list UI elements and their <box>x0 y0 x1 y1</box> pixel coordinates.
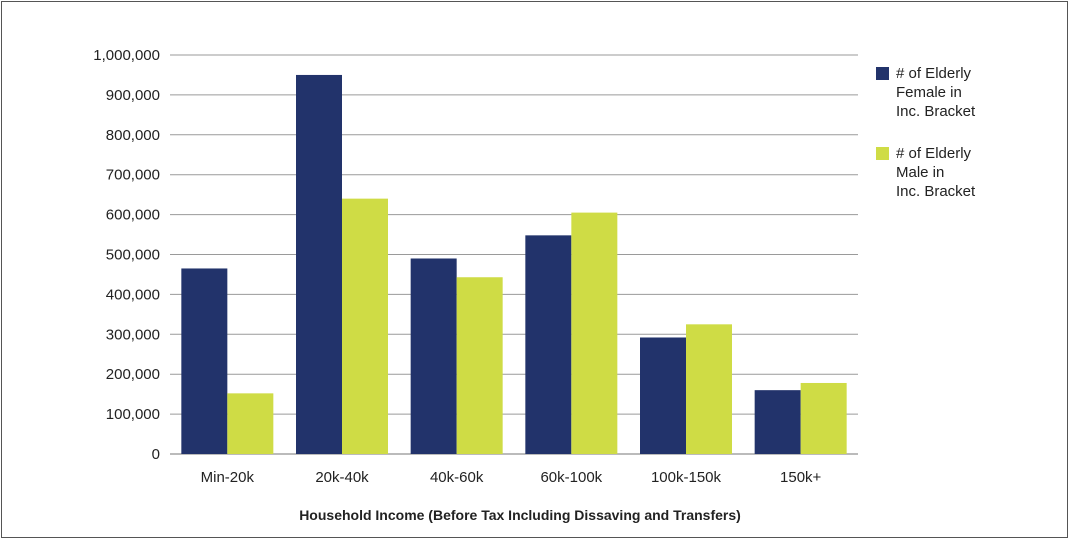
x-tick-label: 40k-60k <box>430 469 484 486</box>
y-tick-label: 400,000 <box>106 286 160 303</box>
y-tick-label: 500,000 <box>106 247 160 264</box>
bars <box>181 74 847 454</box>
legend-swatch-male <box>876 147 889 160</box>
x-axis-ticks: Min-20k 20k-40k 40k-60k 60k-100k 100k-150k 15… <box>201 469 822 486</box>
legend-label-line: Inc. Bracket <box>896 103 976 120</box>
y-tick-label: 600,000 <box>106 207 160 224</box>
bar-male-5 <box>800 382 847 454</box>
legend-label-line: # of Elderly <box>896 145 972 162</box>
bar-female-5 <box>754 390 801 454</box>
legend-label-line: Inc. Bracket <box>896 183 976 200</box>
bar-female-0 <box>181 268 228 454</box>
gridlines <box>170 54 858 455</box>
x-tick-label: 20k-40k <box>315 469 369 486</box>
y-tick-label: 700,000 <box>106 167 160 184</box>
bar-female-2 <box>410 258 457 454</box>
x-tick-label: Min-20k <box>201 469 255 486</box>
x-tick-label: 100k-150k <box>651 469 722 486</box>
y-tick-label: 300,000 <box>106 326 160 343</box>
y-tick-label: 900,000 <box>106 87 160 104</box>
y-tick-label: 1,000,000 <box>93 47 160 64</box>
legend-label-line: Female in <box>896 84 962 101</box>
bar-female-1 <box>296 74 342 454</box>
legend-swatch-female <box>876 67 889 80</box>
bar-male-1 <box>342 198 388 454</box>
legend-label-line: # of Elderly <box>896 65 972 82</box>
x-axis-label: Household Income (Before Tax Including D… <box>299 507 741 523</box>
x-tick-label: 150k+ <box>780 469 822 486</box>
legend-label-line: Male in <box>896 164 944 181</box>
y-tick-label: 800,000 <box>106 127 160 144</box>
y-tick-label: 200,000 <box>106 366 160 383</box>
bar-male-4 <box>686 324 732 454</box>
bar-male-0 <box>227 393 274 454</box>
y-tick-label: 100,000 <box>106 406 160 423</box>
bar-male-2 <box>456 277 503 454</box>
x-tick-label: 60k-100k <box>540 469 602 486</box>
bar-female-3 <box>525 235 572 454</box>
bar-male-3 <box>571 212 618 454</box>
y-axis-ticks: 0 100,000 200,000 300,000 400,000 500,000 600,… <box>93 47 160 463</box>
legend: # of Elderly Female in Inc. Bracket # of El… <box>876 65 976 200</box>
bar-female-4 <box>640 337 686 454</box>
y-tick-label: 0 <box>152 446 160 463</box>
